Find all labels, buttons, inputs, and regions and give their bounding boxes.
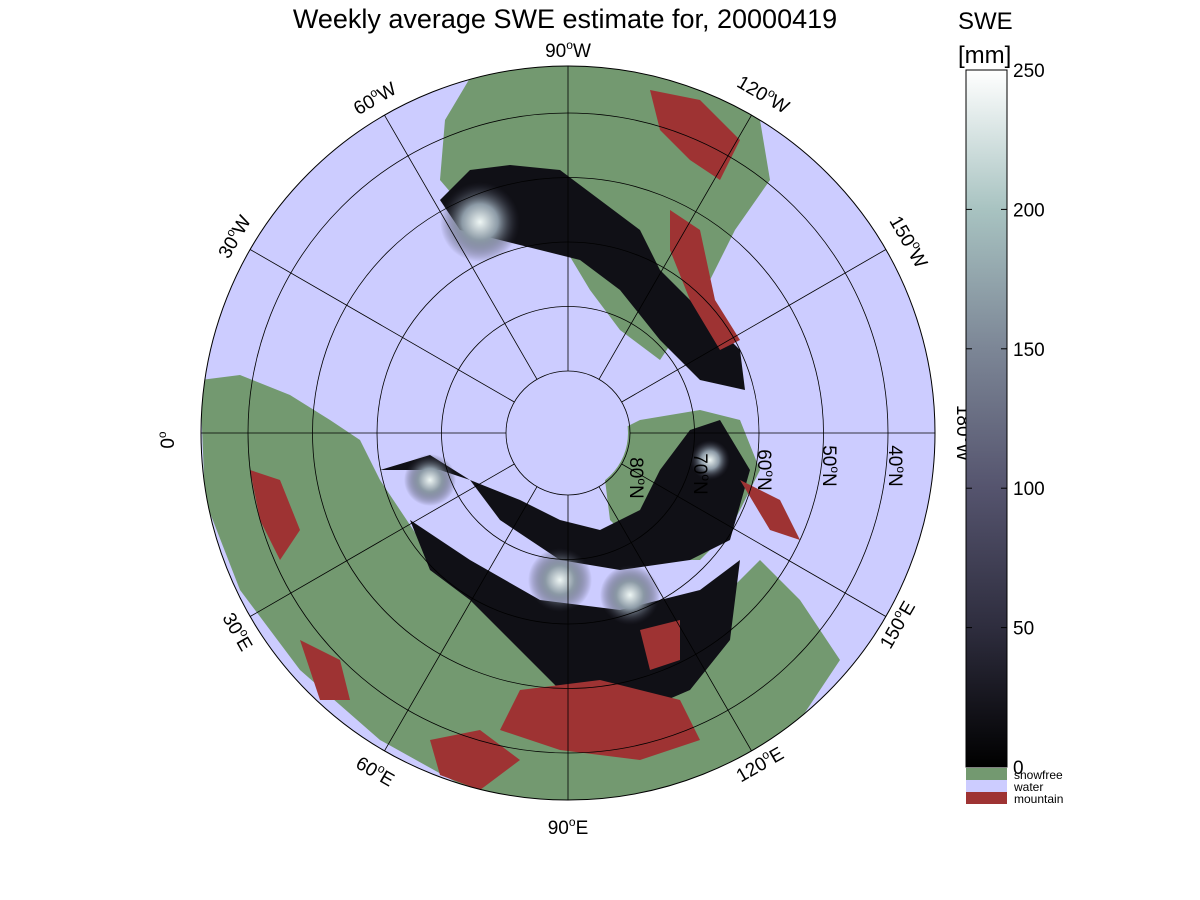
meridian-line xyxy=(249,463,515,617)
legend-label-snowfree: snowfree xyxy=(1014,768,1063,782)
meridian-line xyxy=(384,114,538,380)
meridian-line xyxy=(384,486,538,752)
colorbar-tick-label: 250 xyxy=(1013,61,1045,82)
lat-label-60n: 60oN xyxy=(753,449,777,491)
colorbar-ticks: 0 50 100 150 200 250 xyxy=(966,61,1045,779)
map-disc xyxy=(201,66,935,800)
map-border xyxy=(200,65,936,801)
meridian-line xyxy=(621,463,887,617)
lon-label-60e: 60oE xyxy=(352,750,399,791)
meridian-line xyxy=(249,249,515,403)
lon-label-0: 0o xyxy=(155,431,179,449)
graticule xyxy=(201,66,935,800)
colorbar-tick-label: 200 xyxy=(1013,200,1045,221)
colorbar-title-unit: [mm] xyxy=(958,42,1012,69)
legend-swatch-water xyxy=(966,780,1007,792)
lat-label-50n: 50oN xyxy=(818,445,842,487)
colorbar-tick-label: 100 xyxy=(1013,479,1045,500)
meridian-line xyxy=(598,486,752,752)
colorbar-title: SWE [mm] xyxy=(958,5,1013,73)
snow-cover xyxy=(380,165,750,720)
meridian-line xyxy=(621,249,887,403)
polar-ocean xyxy=(508,373,628,493)
colorbar-gradient xyxy=(965,69,1008,768)
map-title: Weekly average SWE estimate for, 2000041… xyxy=(292,4,838,34)
meridian-line xyxy=(598,114,752,380)
colorbar-tick-label: 0 xyxy=(1013,758,1024,779)
legend-swatch-mountain xyxy=(966,792,1007,804)
colorbar-tick-label: 150 xyxy=(1013,340,1045,361)
lat-label-40n: 40oN xyxy=(884,445,908,487)
legend-label-mountain: mountain xyxy=(1014,792,1063,806)
legend-label-water: water xyxy=(1013,780,1043,794)
lon-label-90w: 90oW xyxy=(545,38,591,62)
lat-label-70n: 70oN xyxy=(689,453,713,495)
colorbar-title-variable: SWE xyxy=(958,8,1013,35)
latitude-labels: 80oN 70oN 60oN 50oN 40oN xyxy=(625,445,908,499)
colorbar-tick-label: 50 xyxy=(1013,619,1034,640)
lon-label-90e: 90oE xyxy=(548,815,589,839)
legend-swatch-snowfree xyxy=(966,768,1007,780)
lat-label-80n: 80oN xyxy=(625,457,649,499)
